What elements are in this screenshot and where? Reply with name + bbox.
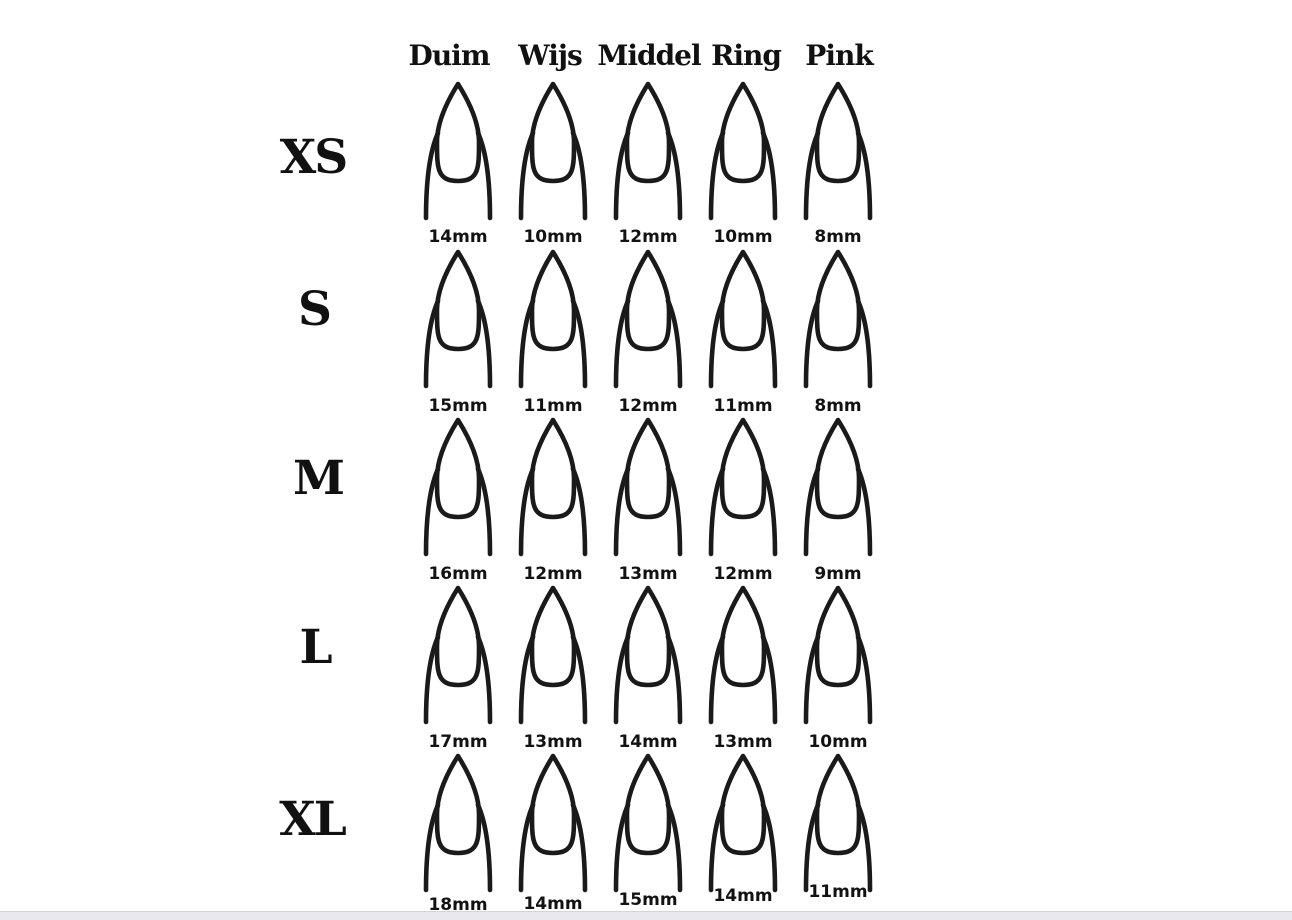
size-row-label: M [292,451,345,506]
nail-cell [803,753,873,893]
size-row-label: XL [279,792,347,847]
size-value-label: 12mm [618,396,678,416]
size-value-label: 11mm [808,882,868,902]
size-row-label: XS [279,130,348,185]
size-value-label: 14mm [713,886,773,906]
nail-cell [708,249,778,389]
almond-nail-icon [423,753,493,893]
column-header: Pink [805,39,873,72]
almond-nail-icon [613,249,683,389]
size-value-label: 16mm [428,564,488,584]
size-value-label: 10mm [713,227,773,247]
almond-nail-icon [423,249,493,389]
nail-cell [708,81,778,221]
almond-nail-icon [708,585,778,725]
almond-nail-icon [613,81,683,221]
nail-cell [613,249,683,389]
nail-cell [423,585,493,725]
nail-cell [518,753,588,893]
size-row-label: S [298,282,332,337]
size-value-label: 10mm [808,732,868,752]
almond-nail-icon [423,417,493,557]
nail-cell [803,417,873,557]
almond-nail-icon [708,753,778,893]
almond-nail-icon [708,81,778,221]
nail-cell [803,81,873,221]
size-value-label: 17mm [428,732,488,752]
size-value-label: 10mm [523,227,583,247]
size-value-label: 11mm [713,396,773,416]
nail-cell [613,81,683,221]
almond-nail-icon [518,249,588,389]
almond-nail-icon [518,753,588,893]
nail-cell [423,417,493,557]
size-value-label: 8mm [814,227,862,247]
column-header: Wijs [518,39,582,72]
nail-cell [613,417,683,557]
nail-cell [708,753,778,893]
almond-nail-icon [518,81,588,221]
column-header: Duim [408,39,491,72]
almond-nail-icon [803,249,873,389]
size-value-label: 14mm [523,894,583,914]
almond-nail-icon [613,585,683,725]
nail-cell [803,585,873,725]
nail-cell [518,249,588,389]
size-value-label: 14mm [618,732,678,752]
nail-cell [423,81,493,221]
nail-cell [518,585,588,725]
size-value-label: 13mm [713,732,773,752]
size-value-label: 11mm [523,396,583,416]
almond-nail-icon [613,753,683,893]
almond-nail-icon [803,417,873,557]
size-value-label: 12mm [618,227,678,247]
size-value-label: 12mm [523,564,583,584]
almond-nail-icon [708,249,778,389]
nail-cell [613,753,683,893]
size-value-label: 15mm [428,396,488,416]
almond-nail-icon [708,417,778,557]
almond-nail-icon [613,417,683,557]
nail-cell [423,753,493,893]
nail-cell [518,417,588,557]
size-value-label: 9mm [814,564,862,584]
nail-cell [803,249,873,389]
column-header: Middel [597,39,701,72]
size-value-label: 13mm [618,564,678,584]
almond-nail-icon [423,81,493,221]
column-header: Ring [711,39,782,72]
size-value-label: 8mm [814,396,862,416]
size-value-label: 15mm [618,890,678,910]
nail-cell [708,585,778,725]
almond-nail-icon [518,585,588,725]
size-value-label: 18mm [428,895,488,915]
size-value-label: 12mm [713,564,773,584]
nail-cell [708,417,778,557]
nail-cell [613,585,683,725]
size-value-label: 14mm [428,227,488,247]
nail-cell [518,81,588,221]
size-row-label: L [299,620,332,675]
almond-nail-icon [803,753,873,893]
almond-nail-icon [803,585,873,725]
almond-nail-icon [803,81,873,221]
almond-nail-icon [518,417,588,557]
almond-nail-icon [423,585,493,725]
page-edge-bar [0,911,1292,920]
size-value-label: 13mm [523,732,583,752]
nail-cell [423,249,493,389]
